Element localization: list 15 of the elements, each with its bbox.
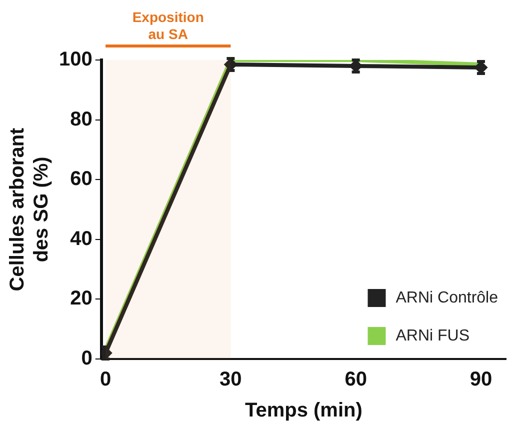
legend-label: ARNi Contrôle [396,289,498,306]
y-tick-label: 40 [70,228,92,250]
y-tick-label: 20 [70,288,92,310]
x-tick-label: 90 [470,368,492,391]
legend-label: ARNi FUS [396,327,470,344]
x-axis-title: Temps (min) [244,400,362,422]
x-tick-label: 0 [100,368,112,391]
y-tick-label: 0 [81,348,92,370]
x-tick-label: 30 [220,368,242,391]
band-label: Exposition au SA [132,8,204,42]
x-tick-label: 60 [344,368,367,391]
y-axis-title: Cellules arborant des SG (%) [6,127,53,292]
y-tick-label: 60 [70,168,92,190]
y-tick-label: 100 [58,48,92,71]
y-tick-label: 80 [70,108,92,130]
